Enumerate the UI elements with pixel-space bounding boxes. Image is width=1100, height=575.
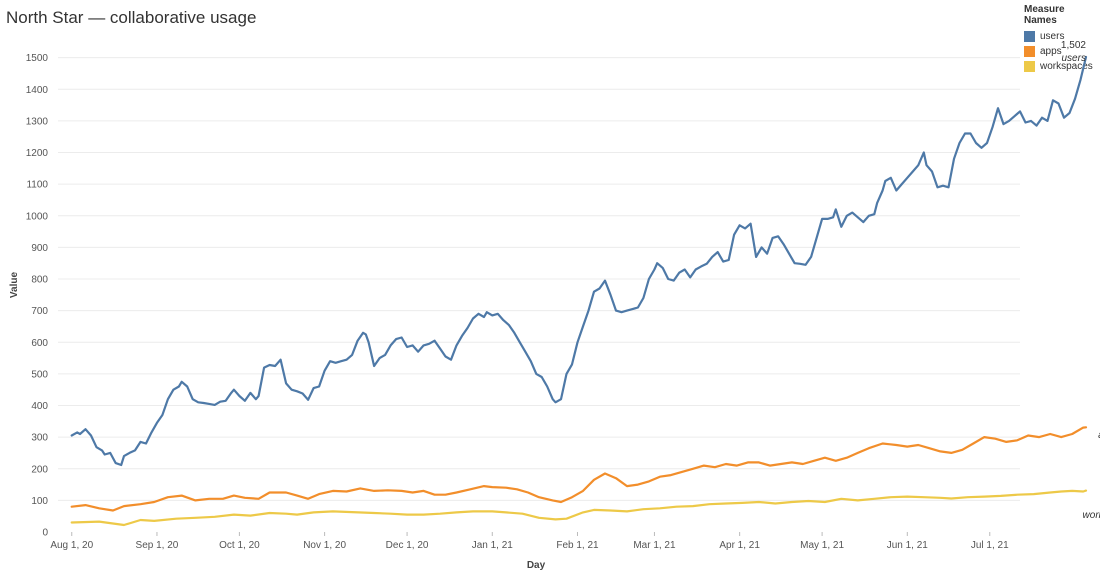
y-tick-label: 1000 xyxy=(26,211,49,222)
legend-label-users: users xyxy=(1040,31,1065,42)
y-tick-label: 900 xyxy=(31,243,48,254)
x-axis-title: Day xyxy=(527,560,546,571)
y-tick-label: 500 xyxy=(31,369,48,380)
y-tick-label: 600 xyxy=(31,338,48,349)
legend-swatch-users xyxy=(1024,31,1035,42)
legend-item-apps[interactable]: apps xyxy=(1024,44,1100,59)
y-tick-label: 1100 xyxy=(26,180,48,191)
y-tick-label: 1400 xyxy=(26,85,49,96)
end-name-label-users: users xyxy=(1062,53,1086,64)
y-tick-label: 0 xyxy=(42,528,48,539)
x-tick-label: Mar 1, 21 xyxy=(633,540,676,551)
legend-label-apps: apps xyxy=(1040,46,1062,57)
legend-swatch-apps xyxy=(1024,46,1035,57)
x-tick-label: Aug 1, 20 xyxy=(50,540,93,551)
y-tick-label: 800 xyxy=(31,275,48,286)
end-name-label-apps: apps xyxy=(1098,430,1100,441)
y-tick-label: 700 xyxy=(31,306,48,317)
legend-title: Measure Names xyxy=(1024,4,1065,26)
x-tick-label: Feb 1, 21 xyxy=(556,540,599,551)
x-tick-label: Jun 1, 21 xyxy=(887,540,929,551)
legend-swatch-workspaces xyxy=(1024,61,1035,72)
x-tick-label: Nov 1, 20 xyxy=(303,540,346,551)
y-tick-label: 400 xyxy=(31,401,48,412)
series-line-apps xyxy=(70,426,1088,512)
y-tick-label: 1300 xyxy=(26,116,49,127)
y-axis-title: Value xyxy=(9,272,20,299)
x-tick-label: Oct 1, 20 xyxy=(219,540,260,551)
x-tick-label: Jan 1, 21 xyxy=(472,540,514,551)
x-tick-label: Dec 1, 20 xyxy=(386,540,429,551)
chart-title: North Star — collaborative usage xyxy=(6,8,257,27)
legend-item-users[interactable]: users xyxy=(1024,29,1100,44)
y-tick-label: 1200 xyxy=(26,148,49,159)
legend-item-workspaces[interactable]: workspaces xyxy=(1024,59,1100,74)
series-line-workspaces xyxy=(70,489,1088,527)
legend-label-workspaces: workspaces xyxy=(1040,61,1093,72)
x-tick-label: Jul 1, 21 xyxy=(971,540,1009,551)
series-line-users xyxy=(70,55,1088,467)
end-name-label-workspaces: workspaces xyxy=(1083,510,1100,521)
y-tick-label: 300 xyxy=(31,433,48,444)
y-tick-label: 200 xyxy=(31,464,48,475)
y-tick-label: 100 xyxy=(31,496,48,507)
legend: Measure Names users apps workspaces xyxy=(1024,4,1100,74)
x-tick-label: Apr 1, 21 xyxy=(719,540,760,551)
x-tick-label: May 1, 21 xyxy=(800,540,844,551)
x-tick-label: Sep 1, 20 xyxy=(136,540,179,551)
end-value-label-users: 1,502 xyxy=(1061,40,1086,51)
y-tick-label: 1500 xyxy=(26,53,49,64)
